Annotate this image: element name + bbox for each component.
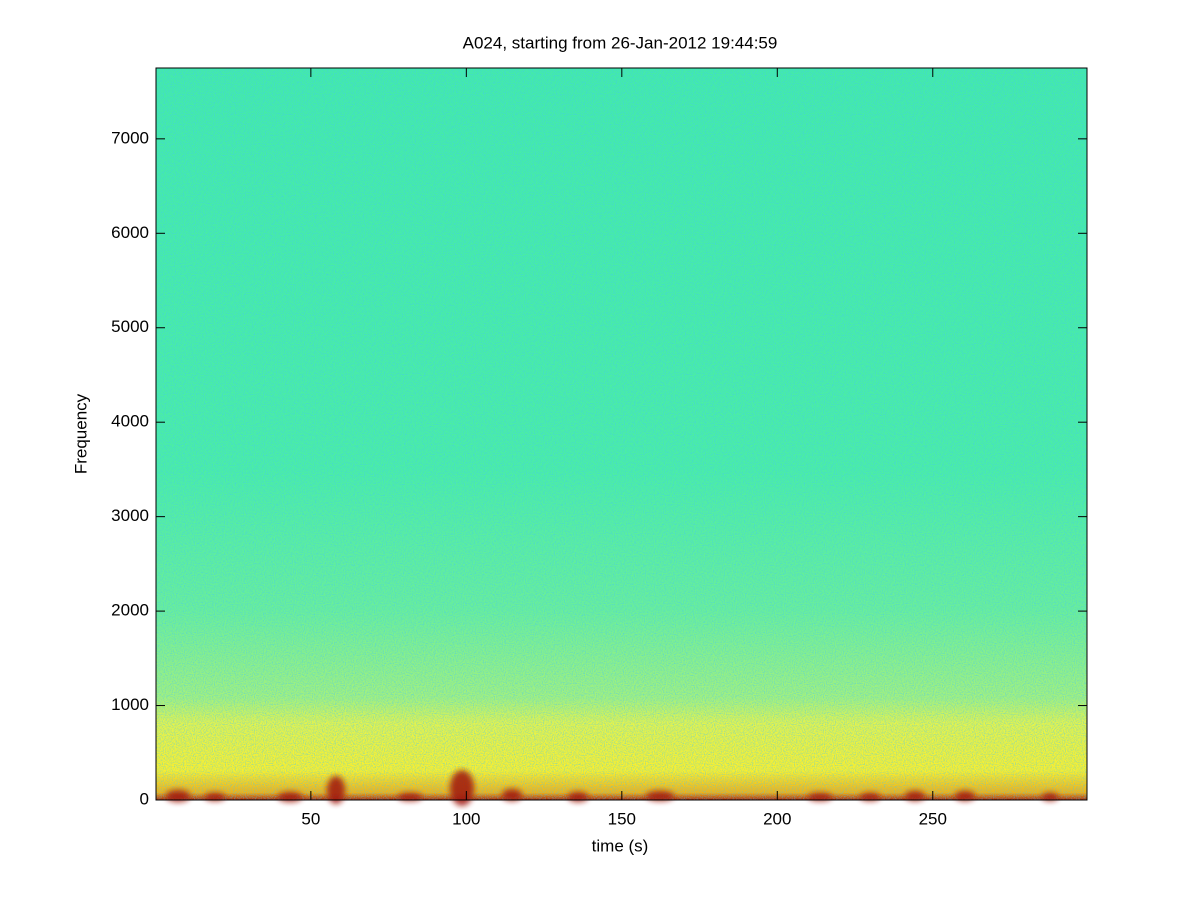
x-tick-label: 100 — [452, 809, 480, 828]
x-axis-label: time (s) — [592, 836, 649, 855]
y-tick-label: 5000 — [111, 317, 149, 336]
low-frequency-bursts — [166, 770, 1058, 806]
y-tick-label: 2000 — [111, 601, 149, 620]
y-tick-label: 6000 — [111, 223, 149, 242]
y-tick-label: 4000 — [111, 412, 149, 431]
x-tick-label: 200 — [763, 809, 791, 828]
y-tick-label: 7000 — [111, 128, 149, 147]
y-tick-label: 0 — [140, 789, 149, 808]
spectrogram-texture — [156, 68, 1087, 800]
chart-title: A024, starting from 26-Jan-2012 19:44:59 — [463, 33, 778, 52]
x-tick-label: 250 — [919, 809, 947, 828]
x-tick-label: 150 — [608, 809, 636, 828]
plot-area — [155, 67, 1088, 806]
y-tick-label: 1000 — [111, 695, 149, 714]
y-tick-label: 3000 — [111, 506, 149, 525]
y-axis-label: Frequency — [71, 393, 90, 474]
x-tick-label: 50 — [301, 809, 320, 828]
